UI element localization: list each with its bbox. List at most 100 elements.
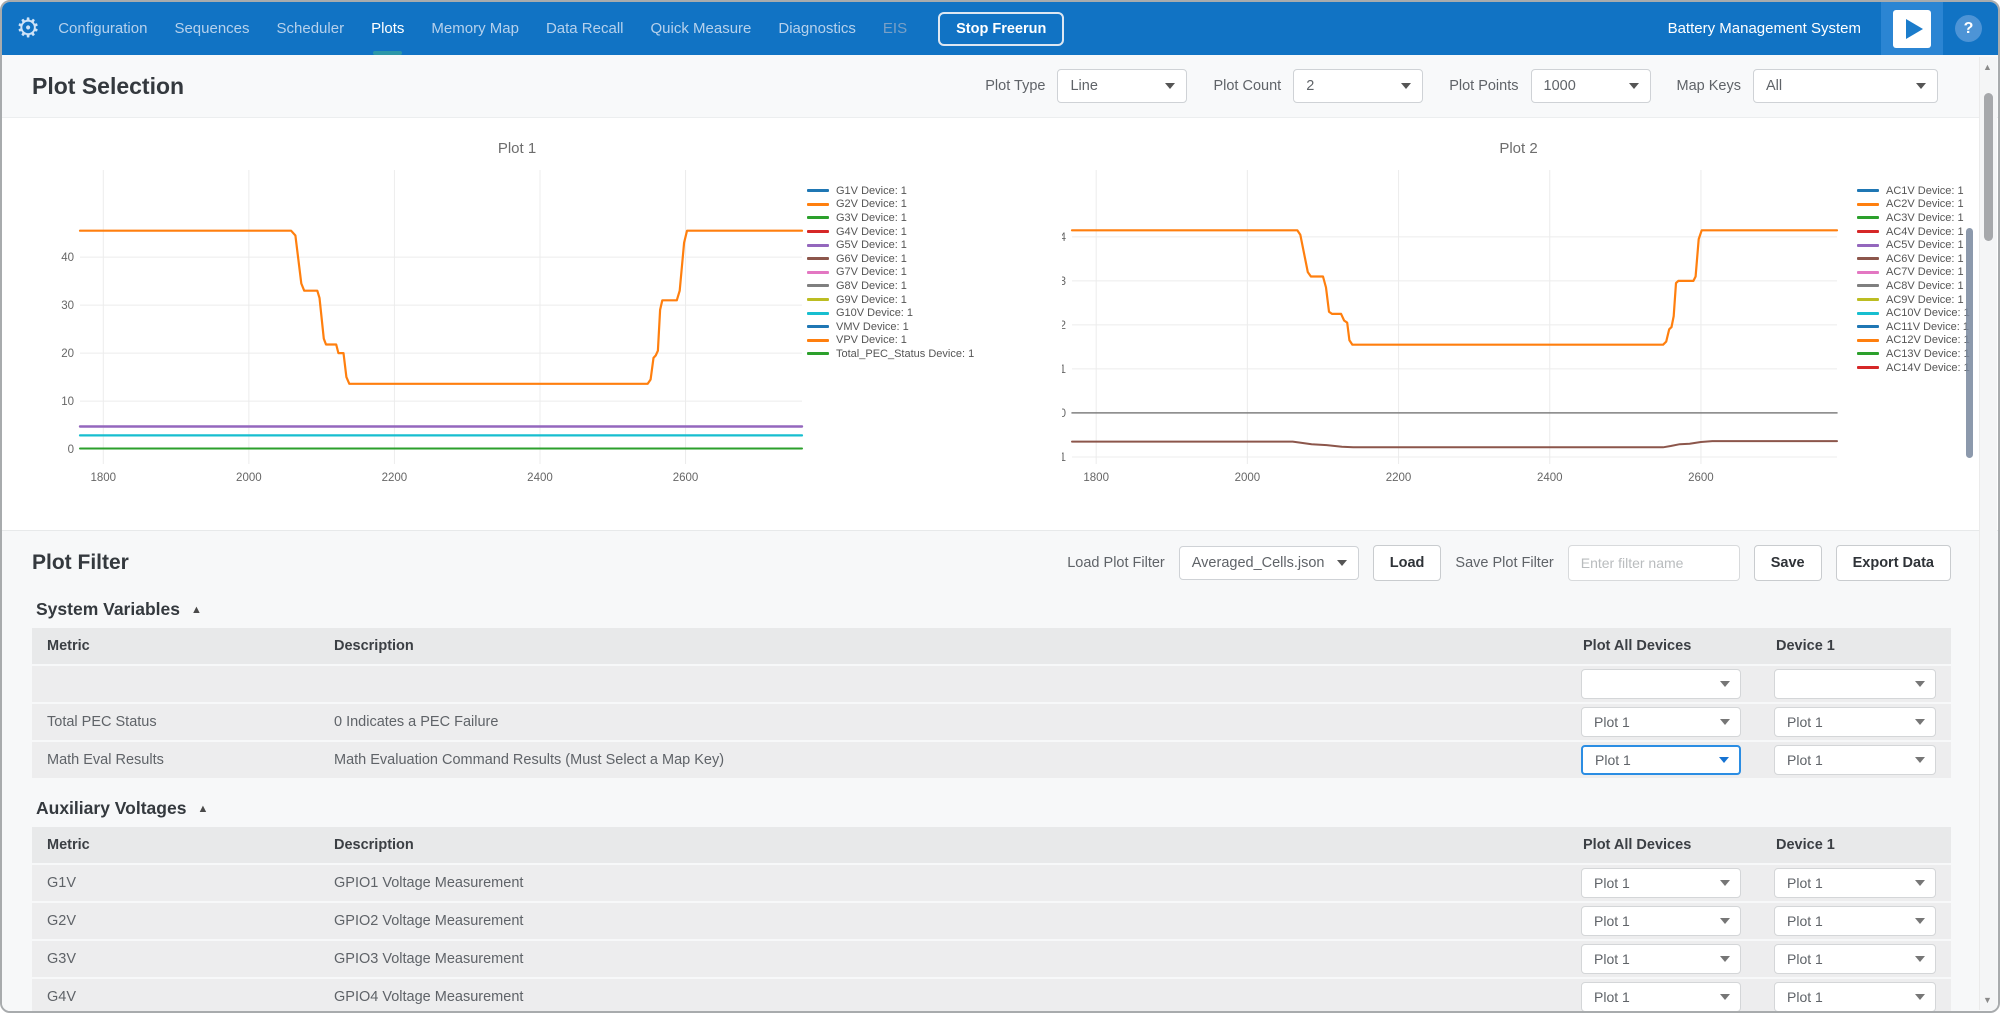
gear-icon[interactable]: ⚙ [16, 2, 40, 55]
chevron-down-icon [1401, 83, 1411, 89]
legend-item-ac2v-device-1[interactable]: AC2V Device: 1 [1857, 198, 1975, 212]
table-row: G3VGPIO3 Voltage MeasurementPlot 1Plot 1 [32, 941, 1951, 979]
plot-all-devices-select[interactable] [1581, 669, 1741, 699]
legend-swatch [1857, 339, 1879, 342]
column-header-plot-all-devices: Plot All Devices [1568, 837, 1761, 853]
legend-swatch [1857, 203, 1879, 206]
legend-item-g2v-device-1[interactable]: G2V Device: 1 [807, 198, 992, 212]
plot-all-devices-select[interactable]: Plot 1 [1581, 906, 1741, 936]
plot-1-chart: 18002000220024002600010203040 [42, 162, 807, 502]
plot-all-devices-select[interactable]: Plot 1 [1581, 868, 1741, 898]
svg-text:1800: 1800 [1083, 472, 1109, 484]
plot-all-devices-select[interactable]: Plot 1 [1581, 982, 1741, 1012]
nav-item-plots[interactable]: Plots [371, 2, 404, 55]
nav-item-quick-measure[interactable]: Quick Measure [651, 2, 752, 55]
scroll-down-icon[interactable]: ▼ [1983, 995, 1992, 1005]
collapse-icon[interactable]: ▲ [197, 803, 208, 815]
nav-item-diagnostics[interactable]: Diagnostics [778, 2, 856, 55]
filter-table: MetricDescriptionPlot All DevicesDevice … [32, 827, 1951, 1013]
nav-item-sequences[interactable]: Sequences [174, 2, 249, 55]
legend-item-ac13v-device-1[interactable]: AC13V Device: 1 [1857, 347, 1975, 361]
device-1-select[interactable]: Plot 1 [1774, 745, 1936, 775]
device-1-select[interactable] [1774, 669, 1936, 699]
legend-item-ac11v-device-1[interactable]: AC11V Device: 1 [1857, 320, 1975, 334]
load-filter-select[interactable]: Averaged_Cells.json [1179, 546, 1359, 580]
plot-all-devices-select[interactable]: Plot 1 [1581, 707, 1741, 737]
legend-label: AC3V Device: 1 [1886, 212, 1964, 224]
legend-item-ac5v-device-1[interactable]: AC5V Device: 1 [1857, 238, 1975, 252]
legend-label: AC2V Device: 1 [1886, 198, 1964, 210]
legend-item-g10v-device-1[interactable]: G10V Device: 1 [807, 306, 992, 320]
legend-item-vmv-device-1[interactable]: VMV Device: 1 [807, 320, 992, 334]
collapse-icon[interactable]: ▲ [191, 604, 202, 616]
navbar-right: Battery Management System ? [1668, 2, 1998, 55]
legend-item-ac6v-device-1[interactable]: AC6V Device: 1 [1857, 252, 1975, 266]
run-button[interactable] [1881, 2, 1943, 55]
legend-item-g1v-device-1[interactable]: G1V Device: 1 [807, 184, 992, 198]
nav-item-data-recall[interactable]: Data Recall [546, 2, 624, 55]
legend-swatch [807, 325, 829, 328]
svg-text:2600: 2600 [673, 472, 699, 484]
legend-item-g4v-device-1[interactable]: G4V Device: 1 [807, 225, 992, 239]
legend-item-total-pec-status-device-1[interactable]: Total_PEC_Status Device: 1 [807, 347, 992, 361]
load-button[interactable]: Load [1373, 545, 1442, 581]
plot-type-select[interactable]: Line [1057, 69, 1187, 103]
help-icon[interactable]: ? [1955, 15, 1982, 42]
map-keys-select[interactable]: All [1753, 69, 1938, 103]
stop-freerun-button[interactable]: Stop Freerun [938, 12, 1064, 46]
plot-all-devices-select[interactable]: Plot 1 [1581, 944, 1741, 974]
chevron-down-icon [1720, 994, 1730, 1000]
legend-item-ac8v-device-1[interactable]: AC8V Device: 1 [1857, 279, 1975, 293]
save-plot-filter-label: Save Plot Filter [1455, 555, 1553, 571]
nav-item-memory-map[interactable]: Memory Map [431, 2, 519, 55]
legend-item-g8v-device-1[interactable]: G8V Device: 1 [807, 279, 992, 293]
legend-item-ac1v-device-1[interactable]: AC1V Device: 1 [1857, 184, 1975, 198]
plot-filter-area: Plot Filter Load Plot Filter Averaged_Ce… [2, 530, 1998, 1013]
device-1-select[interactable]: Plot 1 [1774, 982, 1936, 1012]
scroll-up-icon[interactable]: ▲ [1983, 62, 1992, 72]
scrollbar-thumb[interactable] [1984, 93, 1993, 241]
legend-label: AC13V Device: 1 [1886, 348, 1970, 360]
device-1-select[interactable]: Plot 1 [1774, 868, 1936, 898]
legend-item-ac10v-device-1[interactable]: AC10V Device: 1 [1857, 306, 1975, 320]
device-1-select[interactable]: Plot 1 [1774, 906, 1936, 936]
vertical-scrollbar[interactable]: ▲ ▼ [1979, 57, 1997, 1010]
filter-name-input[interactable] [1568, 545, 1740, 581]
legend-scrollbar[interactable] [1966, 228, 1973, 458]
plot-all-devices-cell: Plot 1 [1568, 944, 1761, 974]
plot-2-title: Plot 2 [1062, 136, 1975, 162]
device-1-select[interactable]: Plot 1 [1774, 707, 1936, 737]
legend-item-g3v-device-1[interactable]: G3V Device: 1 [807, 211, 992, 225]
legend-item-g9v-device-1[interactable]: G9V Device: 1 [807, 293, 992, 307]
legend-item-ac3v-device-1[interactable]: AC3V Device: 1 [1857, 211, 1975, 225]
legend-swatch [1857, 257, 1879, 260]
nav-item-eis[interactable]: EIS [883, 2, 907, 55]
legend-label: AC5V Device: 1 [1886, 239, 1964, 251]
chevron-down-icon [1915, 918, 1925, 924]
chevron-down-icon [1337, 560, 1347, 566]
legend-item-g6v-device-1[interactable]: G6V Device: 1 [807, 252, 992, 266]
device-1-select[interactable]: Plot 1 [1774, 944, 1936, 974]
nav-item-scheduler[interactable]: Scheduler [277, 2, 345, 55]
legend-item-ac14v-device-1[interactable]: AC14V Device: 1 [1857, 361, 1975, 375]
section-auxiliary-voltages: Auxiliary Voltages▲ MetricDescriptionPlot… [32, 798, 1951, 1013]
section-header-auxiliary-voltages[interactable]: Auxiliary Voltages▲ [36, 798, 1951, 819]
chevron-down-icon [1916, 83, 1926, 89]
section-header-system-variables[interactable]: System Variables▲ [36, 599, 1951, 620]
nav-item-configuration[interactable]: Configuration [58, 2, 147, 55]
legend-item-g5v-device-1[interactable]: G5V Device: 1 [807, 238, 992, 252]
legend-item-g7v-device-1[interactable]: G7V Device: 1 [807, 266, 992, 280]
legend-item-vpv-device-1[interactable]: VPV Device: 1 [807, 334, 992, 348]
legend-swatch [807, 244, 829, 247]
legend-item-ac9v-device-1[interactable]: AC9V Device: 1 [1857, 293, 1975, 307]
plot-count-select[interactable]: 2 [1293, 69, 1423, 103]
legend-item-ac12v-device-1[interactable]: AC12V Device: 1 [1857, 334, 1975, 348]
plot-all-devices-select[interactable]: Plot 1 [1581, 745, 1741, 775]
legend-item-ac7v-device-1[interactable]: AC7V Device: 1 [1857, 266, 1975, 280]
save-button[interactable]: Save [1754, 545, 1822, 581]
svg-text:2000: 2000 [236, 472, 262, 484]
legend-item-ac4v-device-1[interactable]: AC4V Device: 1 [1857, 225, 1975, 239]
export-data-button[interactable]: Export Data [1836, 545, 1951, 581]
chevron-down-icon [1915, 719, 1925, 725]
plot-points-select[interactable]: 1000 [1531, 69, 1651, 103]
